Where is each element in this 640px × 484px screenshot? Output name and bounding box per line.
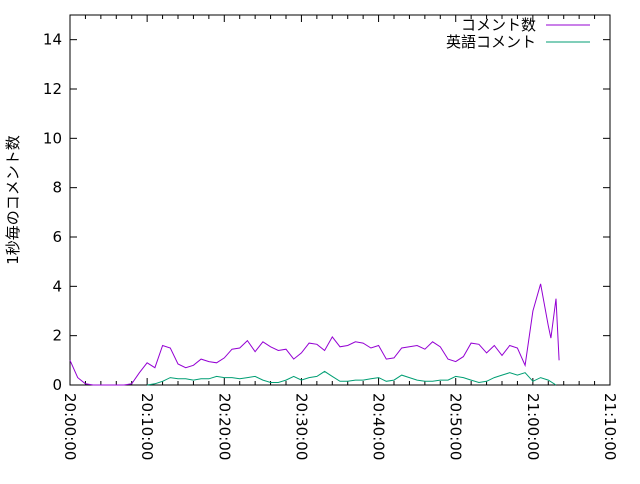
y-tick-label: 14 xyxy=(43,31,62,49)
legend: コメント数 英語コメント xyxy=(446,16,590,51)
y-tick-label: 0 xyxy=(52,376,62,394)
x-tick-label: 20:50:00 xyxy=(447,393,465,460)
legend-label-1: 英語コメント xyxy=(446,33,536,51)
x-tick-label: 20:40:00 xyxy=(370,393,388,460)
series-line-1 xyxy=(147,370,557,386)
y-tick-label: 10 xyxy=(43,129,62,147)
y-tick-label: 6 xyxy=(52,228,62,246)
y-tick-label: 12 xyxy=(43,80,62,98)
x-tick-label: 20:30:00 xyxy=(292,393,310,460)
plot-border xyxy=(69,14,611,386)
x-tick-label: 20:10:00 xyxy=(138,393,156,460)
legend-label-0: コメント数 xyxy=(461,16,536,34)
y-tick-label: 4 xyxy=(52,277,62,295)
y-tick-label: 2 xyxy=(52,327,62,345)
series-line-0 xyxy=(69,283,560,386)
x-tick-label: 20:00:00 xyxy=(61,393,79,460)
y-tick-label: 8 xyxy=(52,179,62,197)
y-axis-label: 1秒毎のコメント数 xyxy=(4,135,22,265)
x-tick-label: 21:00:00 xyxy=(524,393,542,460)
x-tick-label: 21:10:00 xyxy=(601,393,619,460)
x-tick-label: 20:20:00 xyxy=(215,393,233,460)
